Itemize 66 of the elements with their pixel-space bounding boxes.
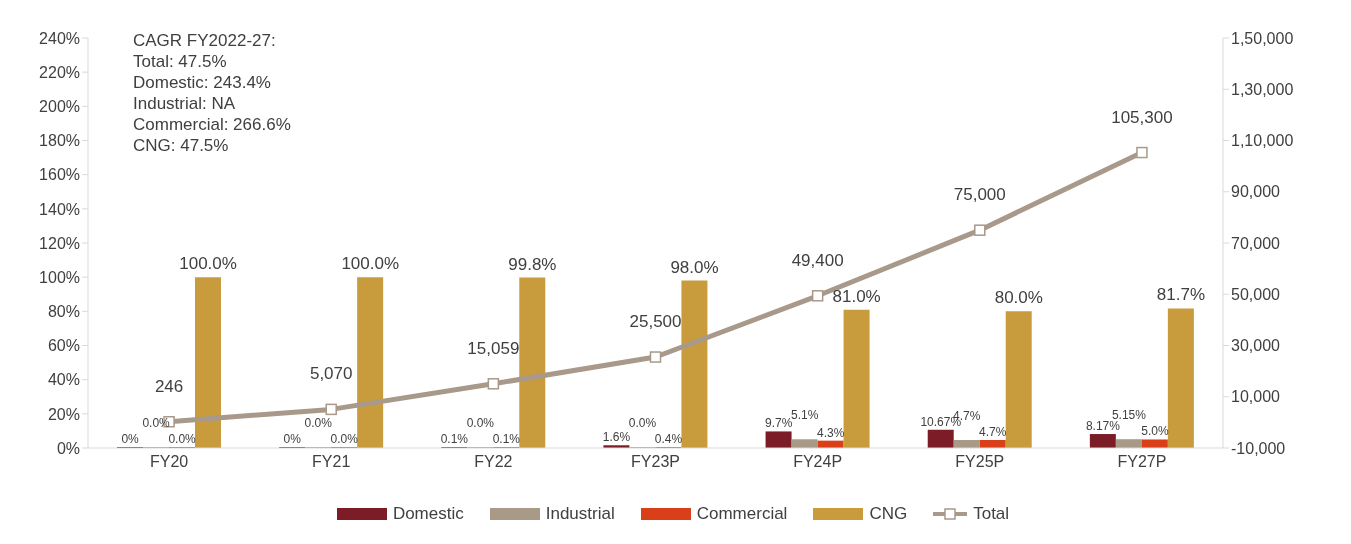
data-label: 0% bbox=[283, 432, 302, 446]
y-tick-label: 200% bbox=[39, 98, 80, 116]
annotation: Total: 47.5% bbox=[133, 51, 228, 72]
data-label: 4.7% bbox=[979, 424, 1007, 439]
data-label: 0.0% bbox=[466, 416, 495, 430]
x-tick-label: FY22 bbox=[474, 453, 513, 471]
y-tick-label: 180% bbox=[39, 132, 80, 150]
legend-label: Total bbox=[973, 504, 1010, 524]
data-label: 81.0% bbox=[832, 286, 881, 306]
legend-label: Industrial bbox=[545, 504, 615, 524]
y-tick-label: 40% bbox=[47, 371, 80, 389]
x-tick-label: FY20 bbox=[149, 453, 189, 471]
y2-tick-label: 50,000 bbox=[1231, 285, 1281, 303]
data-label: 98.0% bbox=[670, 257, 719, 277]
x-tick-label: FY21 bbox=[312, 453, 351, 471]
data-label: 246 bbox=[154, 376, 184, 396]
y-tick-label: 80% bbox=[47, 303, 80, 321]
y2-tick-label: 1,10,000 bbox=[1231, 132, 1294, 150]
data-label: 0% bbox=[121, 432, 140, 446]
y-tick-label: 160% bbox=[39, 166, 80, 184]
data-label: 4.3% bbox=[816, 425, 845, 440]
y-tick-label: 100% bbox=[39, 268, 80, 286]
x-tick-label: FY23P bbox=[631, 453, 680, 471]
y2-tick-label: -10,000 bbox=[1231, 439, 1286, 457]
data-label: 5.1% bbox=[790, 408, 819, 423]
y2-tick-label: 1,50,000 bbox=[1231, 29, 1294, 47]
data-label: 80.0% bbox=[994, 288, 1043, 308]
x-tick-label: FY27P bbox=[1117, 453, 1167, 471]
data-label: 0.1% bbox=[440, 432, 469, 446]
y2-tick-label: 90,000 bbox=[1231, 183, 1281, 201]
data-label: 100.0% bbox=[341, 254, 400, 274]
y-tick-label: 220% bbox=[39, 63, 80, 81]
data-label: 8.17% bbox=[1085, 419, 1121, 434]
annotation: CNG: 47.5% bbox=[133, 135, 230, 156]
y2-tick-label: 70,000 bbox=[1231, 234, 1281, 252]
annotation: CAGR FY2022-27: bbox=[133, 30, 277, 51]
y2-tick-label: 1,30,000 bbox=[1231, 80, 1294, 98]
legend-label: CNG bbox=[869, 504, 908, 524]
data-label: 81.7% bbox=[1156, 285, 1206, 305]
y2-tick-label: 10,000 bbox=[1231, 388, 1281, 406]
data-label: 15,059 bbox=[467, 338, 520, 358]
data-label: 1.6% bbox=[602, 430, 631, 445]
data-label: 0.0% bbox=[142, 416, 171, 430]
y-tick-label: 140% bbox=[39, 200, 80, 218]
data-label: 0.0% bbox=[304, 416, 333, 430]
x-tick-label: FY24P bbox=[793, 453, 843, 471]
annotation: Industrial: NA bbox=[133, 93, 237, 114]
y-tick-label: 0% bbox=[56, 439, 80, 457]
data-label: 5,070 bbox=[309, 364, 353, 384]
x-tick-label: FY25P bbox=[955, 453, 1005, 471]
y-tick-label: 120% bbox=[39, 234, 80, 252]
annotation: Commercial: 266.6% bbox=[133, 114, 291, 135]
data-label: 25,500 bbox=[629, 312, 682, 332]
data-label: 49,400 bbox=[791, 250, 844, 270]
data-label: 105,300 bbox=[1111, 107, 1173, 127]
y-tick-label: 60% bbox=[47, 337, 80, 355]
y2-tick-label: 30,000 bbox=[1231, 337, 1281, 355]
legend-label: Commercial bbox=[696, 504, 788, 524]
y-tick-label: 20% bbox=[47, 405, 80, 423]
y-tick-label: 240% bbox=[39, 29, 80, 47]
legend-label: Domestic bbox=[392, 504, 464, 524]
annotation: Domestic: 243.4% bbox=[133, 72, 272, 93]
data-label: 75,000 bbox=[953, 185, 1006, 205]
data-label: 100.0% bbox=[179, 254, 237, 274]
data-label: 0.0% bbox=[628, 416, 657, 430]
data-label: 99.8% bbox=[508, 254, 557, 274]
